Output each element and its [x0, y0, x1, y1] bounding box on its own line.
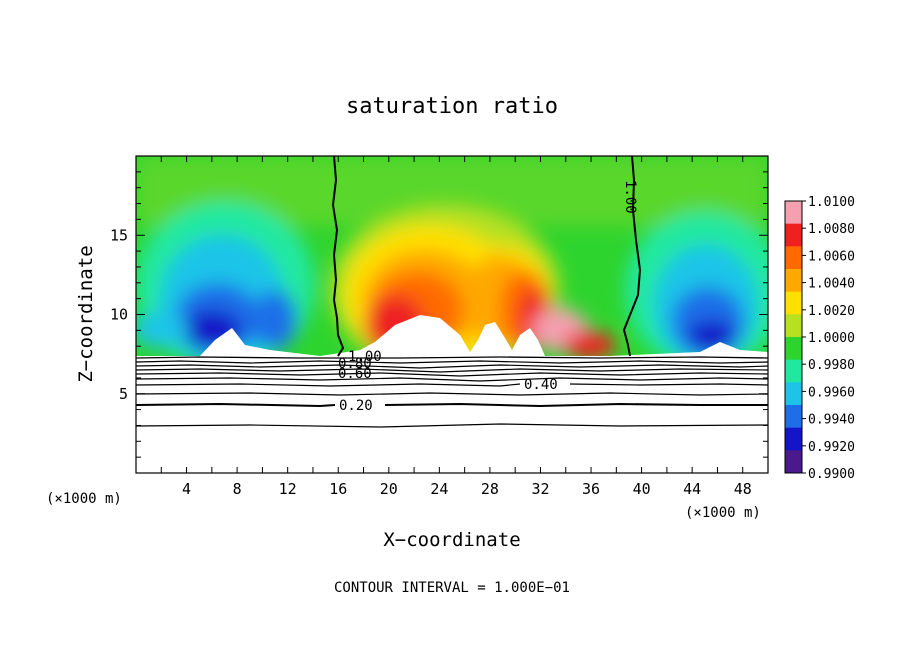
x-tick-label: 8	[233, 480, 242, 498]
colorbar-label: 0.9900	[808, 467, 855, 482]
contour-0.40	[136, 383, 768, 387]
contour-label-0.60: 0.60	[338, 366, 372, 382]
chart-title: saturation ratio	[346, 94, 558, 119]
colorbar-label: 1.0020	[808, 304, 855, 319]
x-tick-label: 4	[182, 480, 191, 498]
colorbar-segment	[785, 246, 802, 270]
contour-0.10	[136, 423, 768, 428]
colorbar-label: 1.0000	[808, 331, 855, 346]
colorbar-segment	[785, 269, 802, 293]
contour-labels: 1.00 1.00 0.80 0.60 0.40 0.20	[338, 180, 638, 414]
x-tick-label: 24	[430, 480, 448, 498]
colorbar-segment	[785, 337, 802, 361]
x-tick-label: 28	[481, 480, 499, 498]
y-tick-label: 10	[110, 306, 128, 324]
colorbar-label: 0.9960	[808, 385, 855, 400]
colorbar-segment	[785, 201, 802, 225]
colorbar-segment	[785, 291, 802, 315]
colorbar-segment	[785, 382, 802, 406]
contour-label-1.00-top: 1.00	[622, 180, 638, 214]
x-unit-label: (×1000 m)	[685, 505, 761, 521]
x-tick-label: 12	[279, 480, 297, 498]
x-tick-label: 44	[683, 480, 701, 498]
contour-interval-text: CONTOUR INTERVAL = 1.000E−01	[334, 580, 570, 596]
colorbar-label: 1.0100	[808, 195, 855, 210]
contour-label-0.40: 0.40	[524, 377, 558, 393]
contour-1.00-right	[622, 156, 642, 357]
colorbar: 1.0100 1.0080 1.0060 1.0040 1.0020 1.0000 0.99…	[784, 195, 855, 482]
contour-label-0.20: 0.20	[339, 398, 373, 414]
x-axis-title: X−coordinate	[383, 529, 520, 551]
x-tick-label: 36	[582, 480, 600, 498]
contour-lines	[136, 156, 768, 428]
colorbar-label: 0.9920	[808, 440, 855, 455]
contour-label-1.00-bottom: 1.00	[348, 349, 382, 365]
contour-0.80	[136, 364, 768, 369]
y-unit-label: (×1000 m)	[46, 491, 122, 507]
colorbar-segment	[785, 405, 802, 429]
colorbar-segment	[785, 359, 802, 383]
y-axis-title: Z−coordinate	[75, 245, 97, 382]
contour-0.60	[136, 372, 768, 377]
y-tick-label: 5	[119, 385, 128, 403]
contour-surface	[136, 356, 768, 359]
colorbar-segment	[785, 223, 802, 247]
colorbar-label: 1.0040	[808, 277, 855, 292]
colorbar-label: 1.0060	[808, 249, 855, 264]
contour-0.30	[136, 392, 768, 396]
contour-0.50	[136, 377, 768, 382]
contour-0.70	[136, 368, 768, 373]
colorbar-label: 0.9980	[808, 358, 855, 373]
x-tick-label: 48	[734, 480, 752, 498]
x-tick-label: 20	[380, 480, 398, 498]
x-tick-label: 16	[329, 480, 347, 498]
colorbar-segment	[785, 314, 802, 338]
x-tick-label: 32	[531, 480, 549, 498]
x-tick-label: 40	[633, 480, 651, 498]
colorbar-segment	[785, 450, 802, 474]
contour-0.20	[136, 402, 768, 408]
y-axis-ticks: 5 10 15	[110, 171, 768, 458]
contour-1.00-left	[331, 156, 345, 357]
y-tick-label: 15	[110, 226, 128, 244]
colorbar-segment	[785, 427, 802, 451]
x-axis-ticks: 4 8 12 16 20 24 28 32 36 40 44 48	[160, 156, 752, 498]
contour-0.90	[136, 360, 768, 364]
colorbar-label: 1.0080	[808, 222, 855, 237]
contour-label-0.80: 0.80	[338, 356, 372, 372]
colorbar-label: 0.9940	[808, 413, 855, 428]
